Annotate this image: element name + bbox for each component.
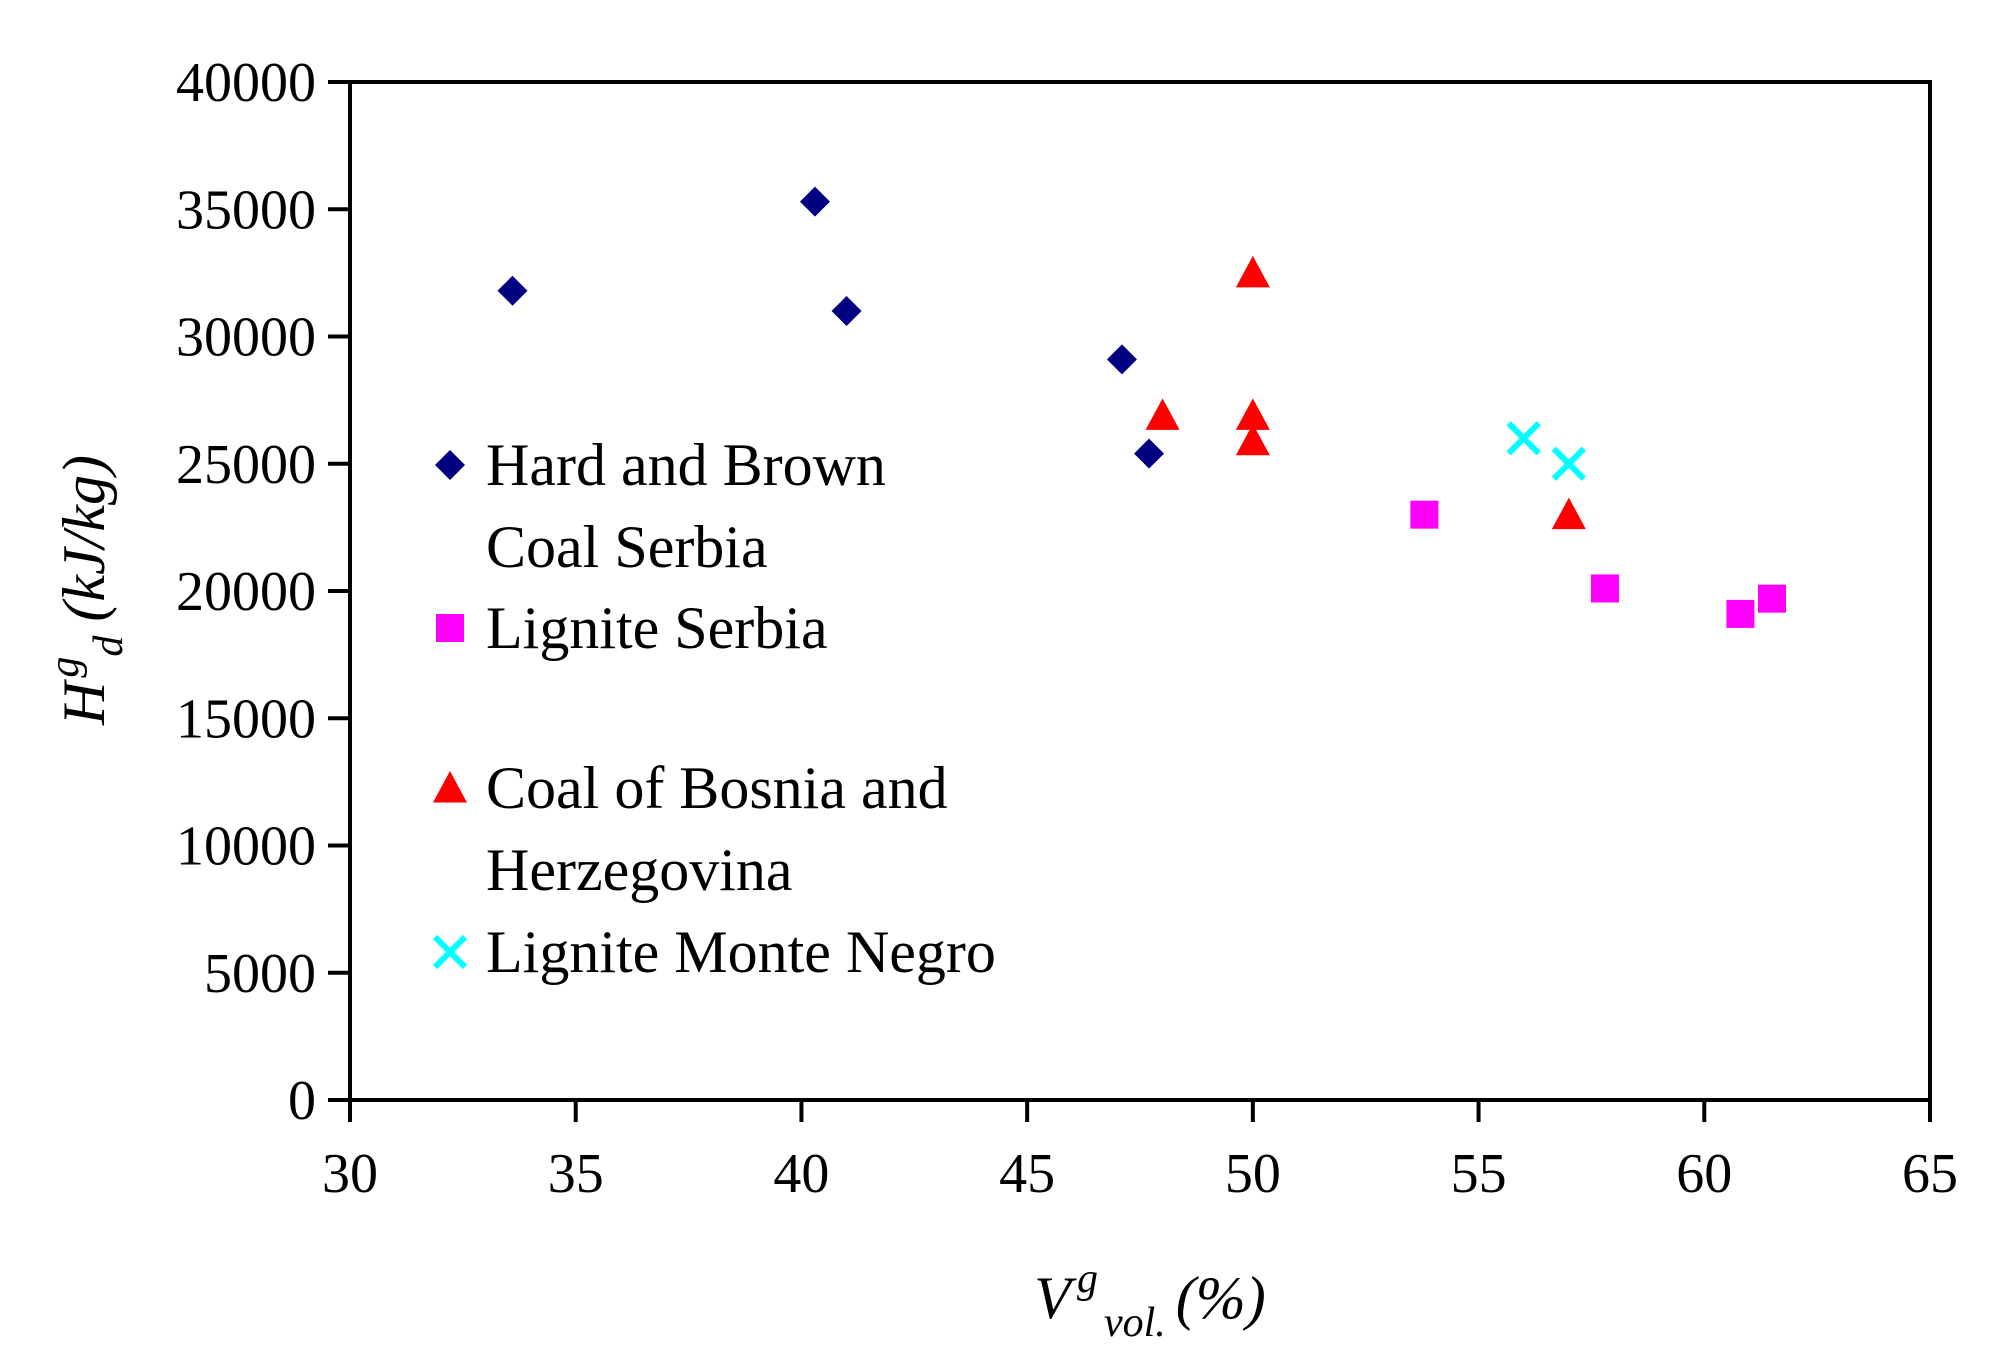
y-tick-label: 30000 [176,307,316,369]
legend-marker-x [432,934,468,970]
y-tick-label: 35000 [176,179,316,241]
x-axis-title-unit: (%) [1176,1265,1266,1331]
data-point-diamond [497,275,528,306]
y-tick-label: 0 [288,1070,316,1132]
plot-area [348,80,1932,1102]
x-tick-label: 60 [1676,1143,1732,1205]
legend-marker-square [436,614,464,642]
y-tick-label: 20000 [176,561,316,623]
legend-label: Coal of Bosnia and [486,755,948,821]
y-axis-ticks: 0 5000 10000 15000 20000 25000 30000 35000 40000 [176,52,350,1132]
y-tick-label: 10000 [176,816,316,878]
y-axis-title-sub: d [86,635,132,657]
data-point-diamond [1134,438,1165,469]
data-points [497,186,1786,628]
x-tick-label: 40 [773,1143,829,1205]
x-axis-ticks: 30 35 40 45 50 55 60 65 [322,1100,1958,1205]
y-axis-title-sup: g [42,657,88,678]
data-point-diamond [1106,344,1137,375]
x-axis-title-sub: vol. [1104,1300,1166,1346]
x-tick-label: 55 [1451,1143,1507,1205]
data-point-triangle [1235,255,1270,288]
y-tick-label: 15000 [176,688,316,750]
data-point-square [1590,574,1619,603]
data-point-x [1551,446,1586,481]
legend-label: Hard and Brown [486,432,886,498]
legend-marker-diamond [435,450,465,480]
y-tick-label: 5000 [204,943,316,1005]
legend-label: Lignite Monte Negro [486,919,996,985]
data-point-triangle [1551,497,1586,530]
legend: Hard and Brown Coal Serbia Lignite Serbia C… [432,432,996,985]
y-tick-label: 40000 [176,52,316,114]
y-tick-label: 25000 [176,434,316,496]
data-point-square [1758,584,1786,613]
x-tick-label: 30 [322,1143,378,1205]
data-point-triangle [1235,423,1270,456]
y-axis-title-base: H [51,678,117,726]
y-axis-title: Hgd (kJ/kg) [42,455,132,726]
legend-label: Lignite Serbia [486,595,828,661]
data-point-triangle [1235,398,1270,430]
data-point-triangle [1145,398,1180,430]
x-tick-label: 50 [1225,1143,1281,1205]
x-axis-title-base: V [1034,1265,1077,1331]
data-point-square [1726,599,1755,628]
x-tick-label: 45 [999,1143,1055,1205]
data-point-diamond [799,186,830,217]
data-point-x [1506,421,1541,456]
data-point-square [1410,500,1439,529]
x-tick-label: 65 [1902,1143,1958,1205]
data-point-diamond [831,296,862,327]
x-axis-title-sup: g [1077,1256,1098,1302]
legend-label: Herzegovina [486,837,793,903]
legend-label: Coal Serbia [486,514,768,580]
y-axis-title-unit: (kJ/kg) [51,455,117,622]
x-tick-label: 35 [548,1143,604,1205]
legend-marker-triangle [433,771,467,803]
